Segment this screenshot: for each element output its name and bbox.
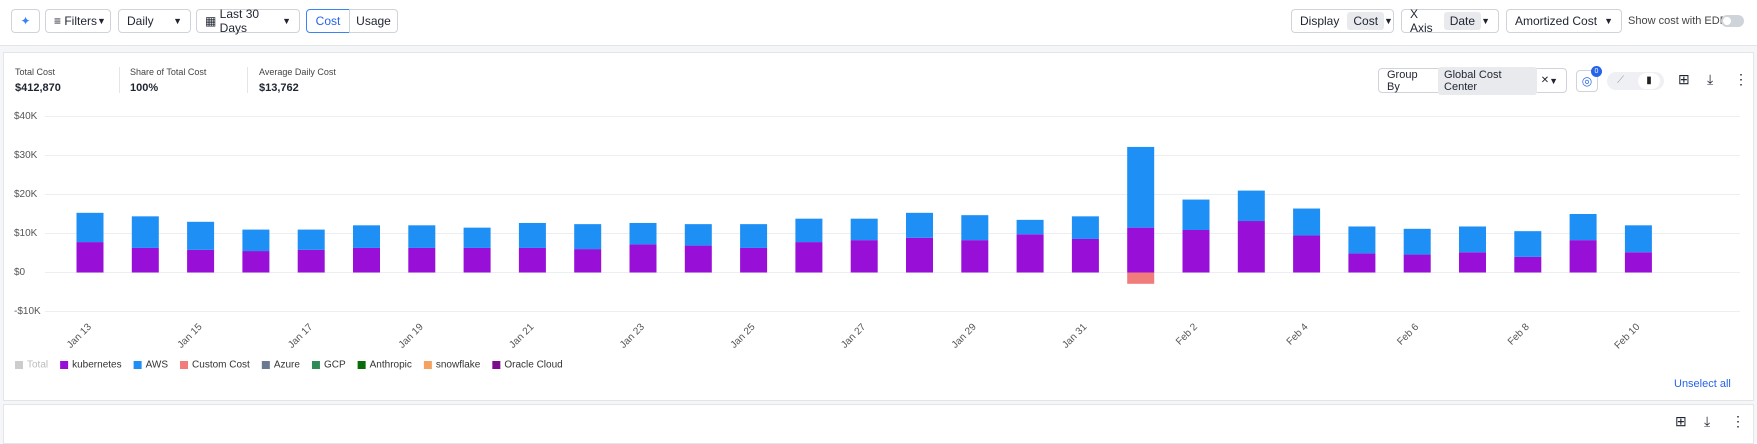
- caret: ▼: [1481, 16, 1490, 26]
- caret: ▼: [1604, 16, 1613, 26]
- stat-label: Share of Total Cost: [130, 67, 207, 77]
- download-icon[interactable]: ⤓: [1707, 71, 1714, 87]
- chart-type-toggle[interactable]: ⟋ ▮: [1607, 72, 1664, 90]
- add-widget-icon[interactable]: ⊞: [1678, 71, 1690, 87]
- stat: Total Cost $412,870: [15, 67, 61, 94]
- display-select[interactable]: Display Cost ▼: [1291, 9, 1394, 33]
- edp-toggle[interactable]: [1721, 15, 1744, 27]
- cost-type-select[interactable]: Amortized Cost ▼: [1506, 9, 1622, 33]
- xaxis-label: X Axis: [1410, 7, 1433, 35]
- caret: ▼: [1384, 16, 1393, 26]
- display-value: Cost: [1347, 12, 1385, 30]
- range-select[interactable]: ▦ Last 30 Days ▼: [196, 7, 300, 35]
- toolbar: ✦ ≡ Filters ▼ Daily ▼ ▦ Last 30 Days ▼ Cost…: [0, 0, 1757, 46]
- caret: ▼: [282, 16, 291, 26]
- cost-type-text: Amortized Cost: [1515, 14, 1598, 28]
- stat-value: $13,762: [259, 82, 299, 94]
- xaxis-select[interactable]: X Axis Date ▼: [1401, 7, 1499, 35]
- filters-button[interactable]: ≡ Filters ▼: [45, 9, 111, 33]
- caret: ▼: [173, 16, 182, 26]
- filters-text: Filters: [64, 14, 98, 28]
- bar-icon[interactable]: ▮: [1638, 73, 1660, 89]
- group-by-label: Group By: [1387, 68, 1418, 93]
- download-icon[interactable]: ⤓: [1704, 413, 1711, 429]
- comment-badge: 0: [1591, 66, 1602, 77]
- separator: [119, 67, 120, 93]
- group-by-value: Global Cost Center: [1438, 66, 1537, 95]
- unselect-all[interactable]: Unselect all: [1674, 378, 1731, 390]
- second-card: ⊞ ⤓ ⋮: [3, 404, 1754, 444]
- cost-tab[interactable]: Cost: [306, 9, 350, 33]
- stat-label: Average Daily Cost: [259, 67, 336, 77]
- granularity-select[interactable]: Daily ▼: [118, 9, 191, 33]
- separator: [247, 67, 248, 93]
- edp-label: Show cost with EDP: [1628, 15, 1728, 27]
- granularity-text: Daily: [127, 14, 154, 28]
- more-icon[interactable]: ⋮: [1731, 413, 1745, 429]
- toggle-knob: [1723, 17, 1731, 25]
- remove-icon[interactable]: ✕: [1540, 75, 1550, 86]
- more-icon[interactable]: ⋮: [1734, 71, 1748, 87]
- stat: Share of Total Cost 100%: [130, 67, 206, 94]
- stat-value: 100%: [130, 82, 159, 94]
- xaxis-value: Date: [1443, 12, 1482, 30]
- ai-button[interactable]: ✦: [11, 9, 40, 33]
- caret: ▼: [97, 16, 106, 26]
- caret: ▼: [1549, 75, 1558, 86]
- add-widget-icon[interactable]: ⊞: [1675, 413, 1687, 429]
- stat: Average Daily Cost $13,762: [259, 67, 336, 94]
- range-text: Last 30 Days: [219, 7, 260, 35]
- comment-button[interactable]: ◎: [1576, 70, 1598, 92]
- group-by-select[interactable]: Group By Global Cost Center ✕ ▼: [1378, 66, 1567, 95]
- chart-card: Total Cost $412,870 Share of Total Cost 10…: [3, 52, 1754, 401]
- display-label: Display: [1300, 14, 1340, 28]
- usage-tab[interactable]: Usage: [349, 9, 398, 33]
- stat-label: Total Cost: [15, 67, 56, 77]
- line-icon[interactable]: ⟋: [1617, 75, 1624, 86]
- stat-value: $412,870: [15, 82, 61, 94]
